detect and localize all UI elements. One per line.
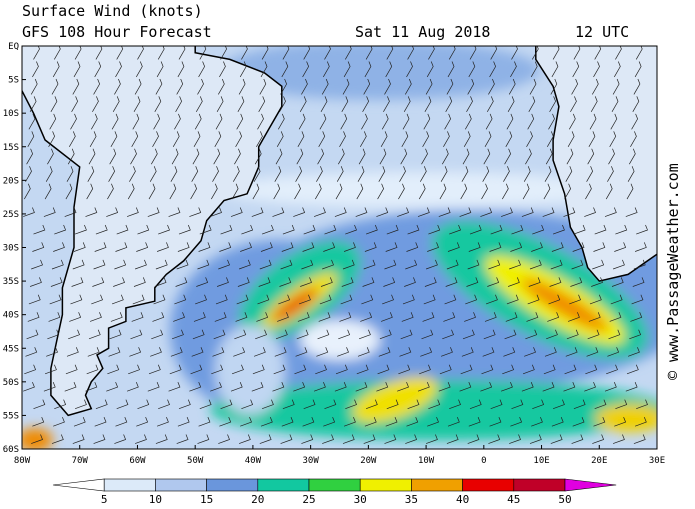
title: Surface Wind (knots) <box>22 2 203 20</box>
colorbar-label: 10 <box>149 493 162 505</box>
longitude-label: 80W <box>14 456 31 466</box>
colorbar-segment <box>565 479 616 491</box>
latitude-label: 40S <box>3 311 19 321</box>
longitude-label: 40W <box>245 456 262 466</box>
colorbar-segment <box>258 479 309 491</box>
date: Sat 11 Aug 2018 <box>355 23 490 41</box>
colorbar-segment <box>309 479 360 491</box>
longitude-label: 10W <box>418 456 435 466</box>
colorbar-label: 30 <box>354 493 367 505</box>
latitude-label: 20S <box>3 176 19 186</box>
longitude-label: 50W <box>187 456 204 466</box>
latitude-label: EQ <box>8 42 19 52</box>
longitude-label: 0 <box>481 456 486 466</box>
colorbar-label: 20 <box>251 493 264 505</box>
latitude-label: 30S <box>3 244 19 254</box>
latitude-label: 45S <box>3 344 19 354</box>
colorbar-segment <box>207 479 258 491</box>
colorbar-segment <box>514 479 565 491</box>
colorbar-segment <box>104 479 155 491</box>
colorbar-segment <box>411 479 462 491</box>
longitude-label: 20E <box>591 456 607 466</box>
latitude-label: 15S <box>3 143 19 153</box>
colorbar: 5 10 15 20 25 30 35 40 45 50 <box>53 479 616 505</box>
time: 12 UTC <box>575 23 629 41</box>
latitude-label: 50S <box>3 378 19 388</box>
colorbar-label: 50 <box>558 493 571 505</box>
wind-blob <box>300 320 380 360</box>
longitude-label: 30W <box>303 456 320 466</box>
latitude-label: 5S <box>8 76 19 86</box>
colorbar-label: 35 <box>405 493 418 505</box>
model: GFS 108 Hour Forecast <box>22 23 212 41</box>
wind-blob <box>215 325 285 415</box>
latitude-label: 35S <box>3 277 19 287</box>
longitude-label: 60W <box>129 456 146 466</box>
colorbar-label: 15 <box>200 493 213 505</box>
latitude-label: 25S <box>3 210 19 220</box>
longitude-label: 20W <box>360 456 377 466</box>
longitude-label: 10E <box>533 456 549 466</box>
colorbar-label: 25 <box>302 493 315 505</box>
map-area <box>11 33 695 452</box>
latitude-label: 55S <box>3 411 19 421</box>
colorbar-segment <box>360 479 411 491</box>
colorbar-segment <box>53 479 104 491</box>
colorbar-label: 45 <box>507 493 520 505</box>
credit: © www.PassageWeather.com <box>664 163 682 380</box>
colorbar-segment <box>463 479 514 491</box>
longitude-label: 30E <box>649 456 665 466</box>
latitude-label: 10S <box>3 109 19 119</box>
longitude-label: 70W <box>72 456 89 466</box>
colorbar-label: 40 <box>456 493 469 505</box>
colorbar-segment <box>155 479 206 491</box>
colorbar-label: 5 <box>101 493 108 505</box>
latitude-label: 60S <box>3 445 19 455</box>
wind-blob <box>595 404 665 432</box>
